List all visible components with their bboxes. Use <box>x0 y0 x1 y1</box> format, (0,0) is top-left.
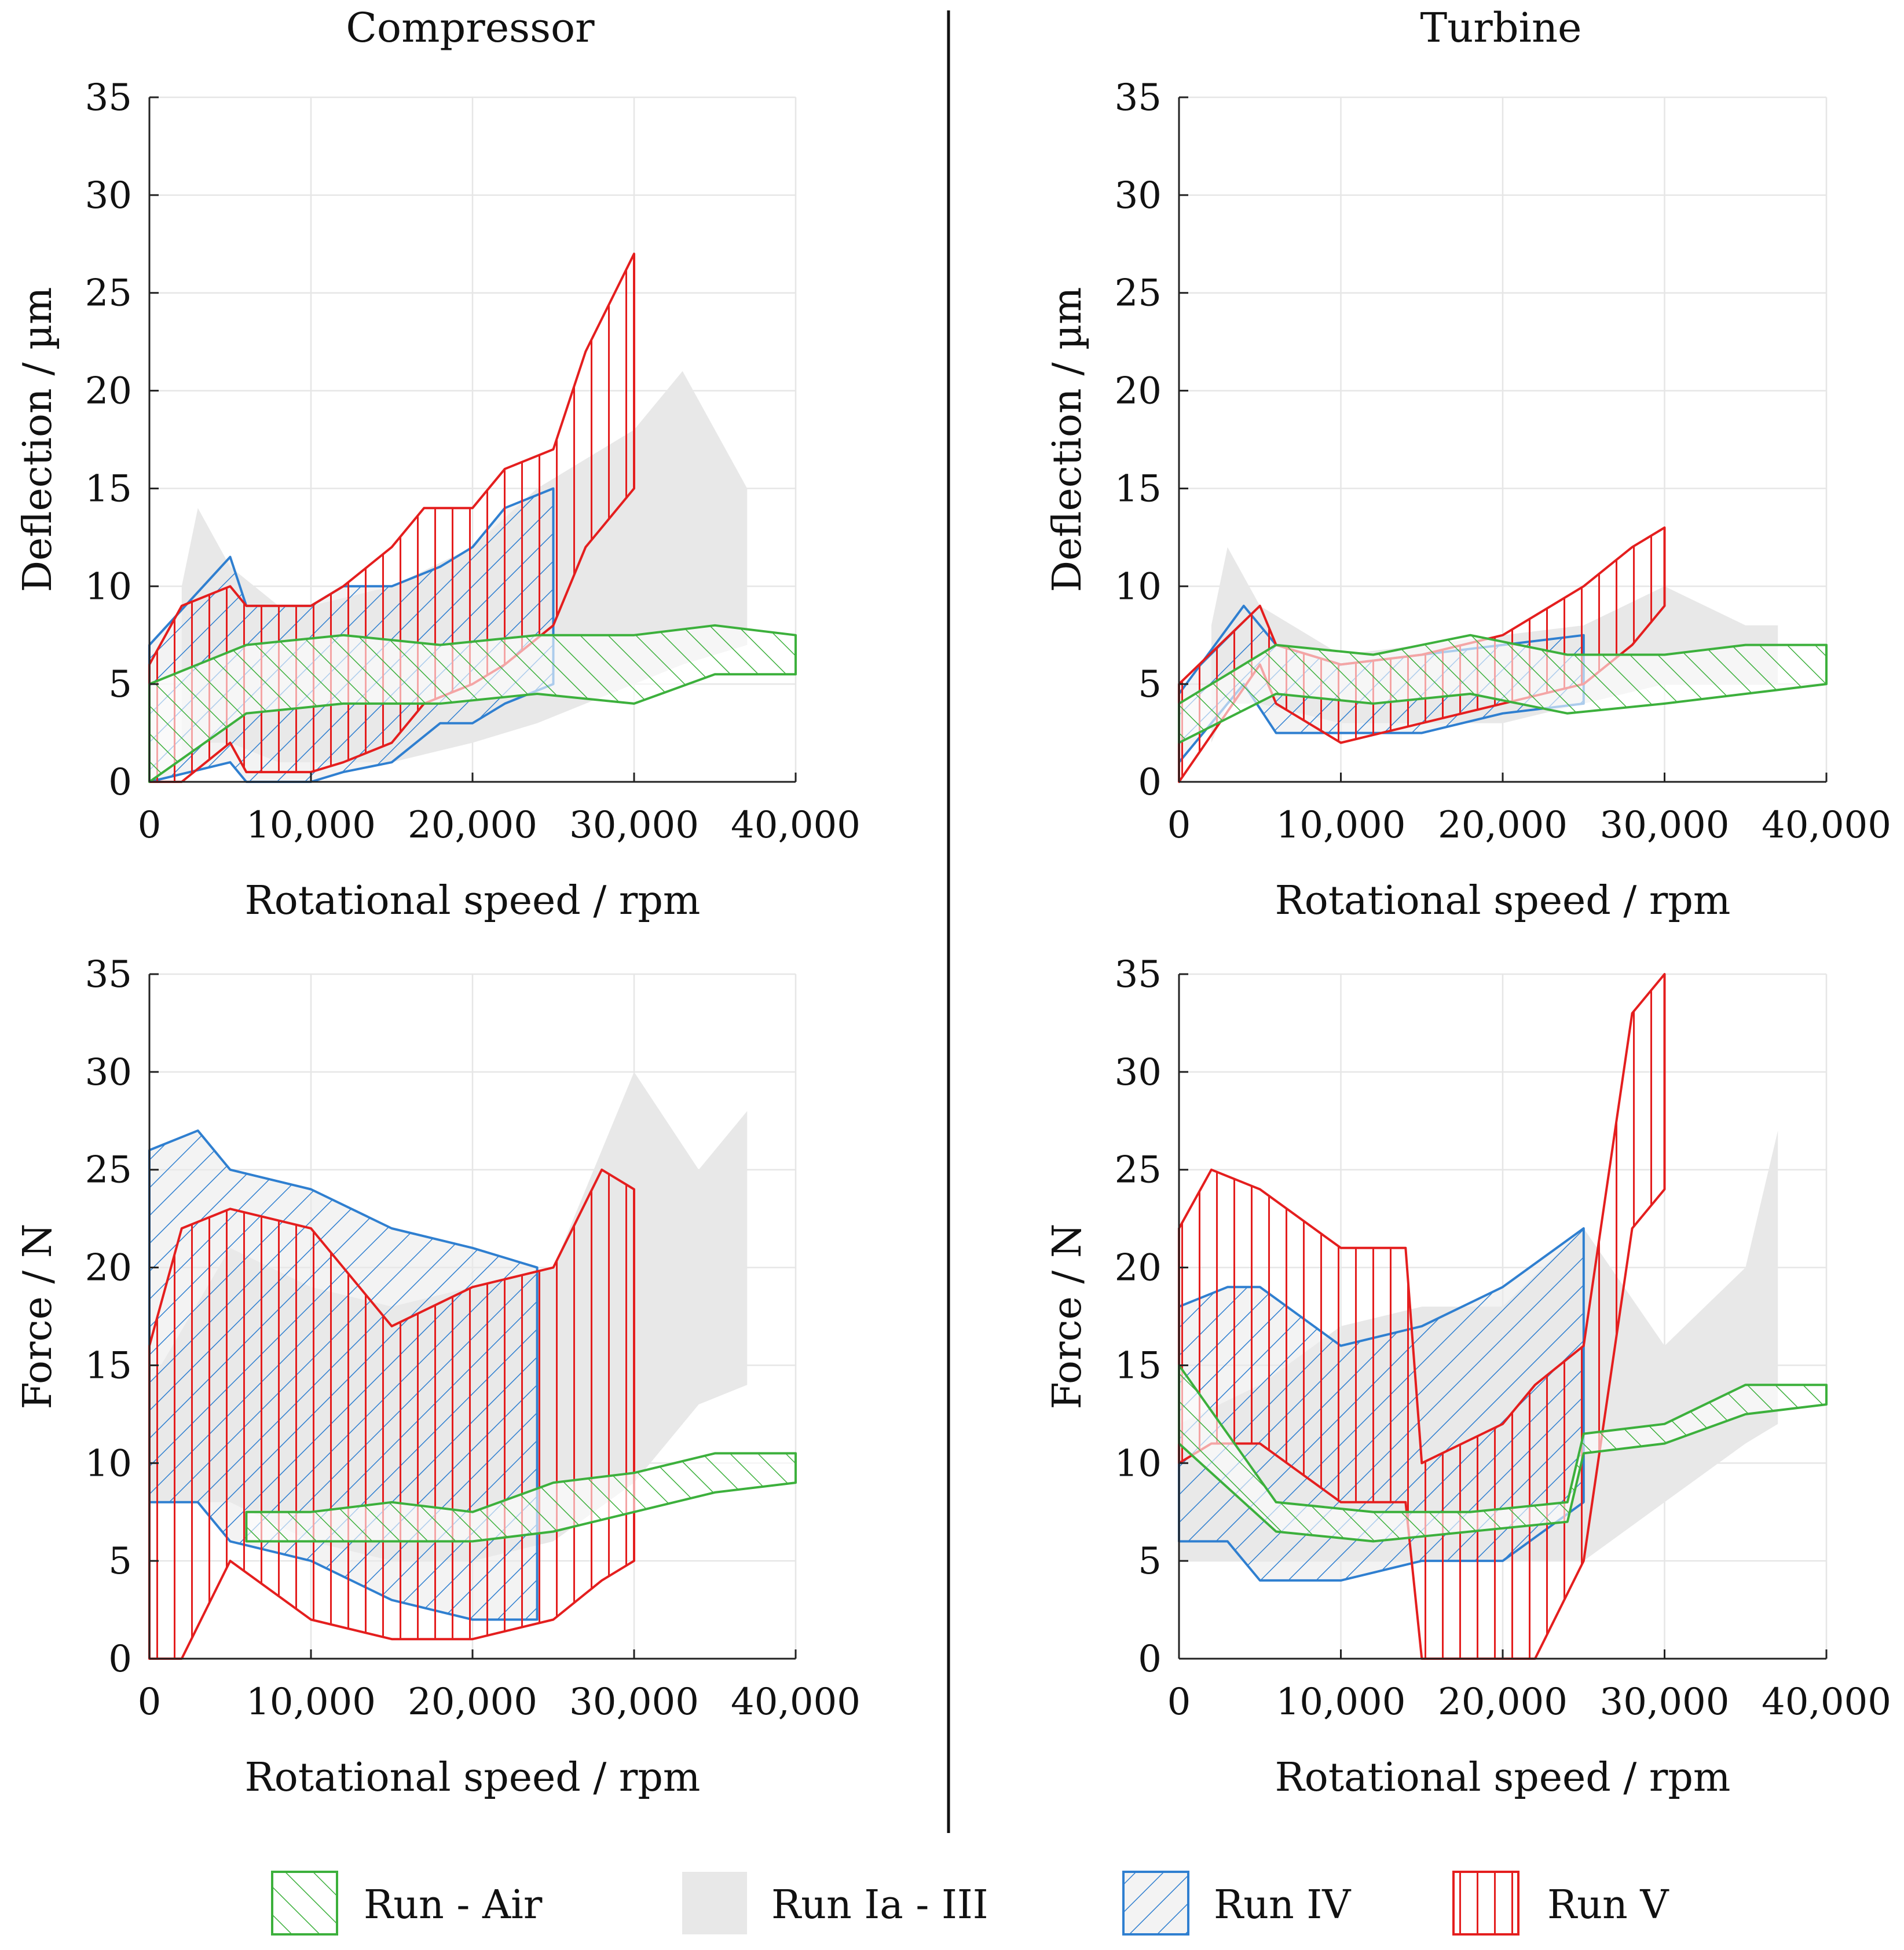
y-tick-label: 5 <box>108 663 132 706</box>
legend-item-run-air: Run - Air <box>271 1871 543 1936</box>
band-run-air <box>148 624 797 783</box>
y-tick-label: 15 <box>85 467 132 510</box>
x-tick-label: 30,000 <box>1600 804 1730 847</box>
x-tick-label: 20,000 <box>408 1681 537 1724</box>
legend-item-run-v: Run V <box>1452 1871 1669 1936</box>
y-tick-label: 35 <box>85 953 132 996</box>
y-tick-label: 15 <box>1115 1344 1162 1387</box>
panels: 0 10,000 20,000 30,000 40,000 0 5 10 15 20 25 30 35 R… <box>15 76 1891 1801</box>
y-axis-label: Deflection / µm <box>1045 287 1090 592</box>
y-tick-label: 20 <box>85 1247 132 1290</box>
y-tick-label: 15 <box>1115 467 1162 510</box>
y-tick-label: 0 <box>1138 761 1162 804</box>
y-tick-label: 5 <box>1138 663 1162 706</box>
column-title-turbine: Turbine <box>1420 4 1582 52</box>
x-tick-label: 40,000 <box>1762 1681 1891 1724</box>
x-tick-label: 40,000 <box>1762 804 1891 847</box>
legend: Run - Air Run Ia - III Run IV Run V <box>271 1871 1669 1936</box>
y-tick-label: 15 <box>85 1344 132 1387</box>
x-axis-label: Rotational speed / rpm <box>245 878 701 924</box>
y-tick-label: 0 <box>108 761 132 804</box>
x-tick-label: 0 <box>138 1681 162 1724</box>
panel-compressor-force: 0 10,000 20,000 30,000 40,000 0 5 10 15 20 25 30 35 R… <box>15 953 861 1801</box>
y-tick-label: 25 <box>85 272 132 315</box>
band-run-air <box>1178 1364 1828 1543</box>
legend-label-run-v: Run V <box>1547 1882 1669 1928</box>
y-tick-label: 25 <box>1115 272 1162 315</box>
x-tick-label: 0 <box>1167 1681 1191 1724</box>
y-tick-label: 10 <box>85 565 132 608</box>
panel-turbine-deflection: 0 10,000 20,000 30,000 40,000 0 5 10 15 20 25 30 35 R… <box>1045 76 1891 924</box>
y-tick-label: 10 <box>85 1442 132 1485</box>
x-tick-label: 30,000 <box>1600 1681 1730 1724</box>
legend-label-run-ia-iii: Run Ia - III <box>771 1882 988 1928</box>
y-tick-label: 0 <box>108 1638 132 1681</box>
y-tick-label: 25 <box>1115 1149 1162 1192</box>
legend-swatch-run-air <box>271 1871 338 1936</box>
y-tick-label: 35 <box>1115 76 1162 119</box>
y-tick-label: 30 <box>1115 174 1162 217</box>
x-tick-label: 0 <box>138 804 162 847</box>
y-tick-label: 35 <box>1115 953 1162 996</box>
x-tick-label: 40,000 <box>731 804 861 847</box>
y-tick-label: 25 <box>85 1149 132 1192</box>
legend-label-run-air: Run - Air <box>364 1882 543 1928</box>
legend-item-run-ia-iii: Run Ia - III <box>682 1872 988 1934</box>
panel-compressor-deflection: 0 10,000 20,000 30,000 40,000 0 5 10 15 20 25 30 35 R… <box>15 76 861 924</box>
y-tick-label: 10 <box>1115 1442 1162 1485</box>
x-tick-label: 20,000 <box>1438 1681 1568 1724</box>
x-axis-label: Rotational speed / rpm <box>1275 878 1731 924</box>
y-tick-label: 20 <box>1115 370 1162 413</box>
band-run-v <box>1178 973 1666 1660</box>
x-tick-label: 20,000 <box>408 804 537 847</box>
y-axis-label: Force / N <box>1045 1224 1090 1410</box>
x-tick-label: 30,000 <box>569 1681 699 1724</box>
y-tick-label: 10 <box>1115 565 1162 608</box>
column-title-compressor: Compressor <box>346 4 595 52</box>
y-tick-label: 30 <box>1115 1051 1162 1094</box>
legend-swatch-run-ia-iii <box>682 1872 747 1934</box>
x-tick-label: 10,000 <box>1276 804 1406 847</box>
panel-turbine-force: 0 10,000 20,000 30,000 40,000 0 5 10 15 20 25 30 35 R… <box>1045 953 1891 1801</box>
x-axis-label: Rotational speed / rpm <box>1275 1755 1731 1801</box>
y-tick-label: 20 <box>85 370 132 413</box>
y-tick-label: 30 <box>85 174 132 217</box>
y-tick-label: 5 <box>1138 1540 1162 1583</box>
legend-swatch-run-iv <box>1122 1871 1189 1936</box>
y-tick-label: 5 <box>108 1540 132 1583</box>
x-tick-label: 10,000 <box>246 1681 376 1724</box>
y-tick-label: 0 <box>1138 1638 1162 1681</box>
y-tick-label: 35 <box>85 76 132 119</box>
x-tick-label: 20,000 <box>1438 804 1568 847</box>
y-tick-label: 30 <box>85 1051 132 1094</box>
legend-label-run-iv: Run IV <box>1214 1882 1352 1928</box>
x-tick-label: 30,000 <box>569 804 699 847</box>
y-axis-label: Deflection / µm <box>15 287 61 592</box>
band-run-air <box>1178 634 1828 744</box>
x-tick-label: 10,000 <box>1276 1681 1406 1724</box>
x-tick-label: 10,000 <box>246 804 376 847</box>
x-tick-label: 0 <box>1167 804 1191 847</box>
band-run-air <box>245 1452 797 1543</box>
legend-swatch-run-v <box>1452 1871 1519 1936</box>
y-axis-label: Force / N <box>15 1224 61 1410</box>
x-axis-label: Rotational speed / rpm <box>245 1755 701 1801</box>
y-tick-label: 20 <box>1115 1247 1162 1290</box>
legend-item-run-iv: Run IV <box>1122 1871 1352 1936</box>
x-tick-label: 40,000 <box>731 1681 861 1724</box>
